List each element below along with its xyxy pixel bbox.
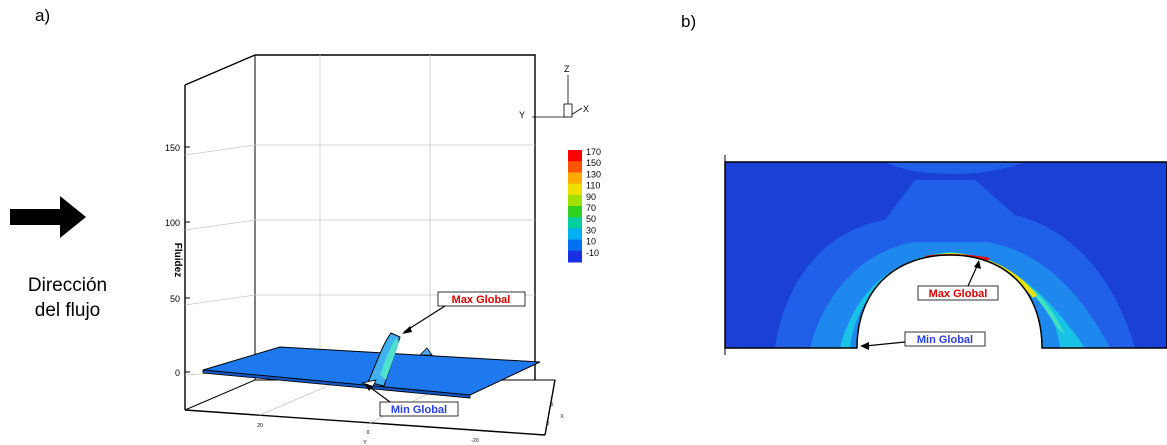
colorbar-tick-label: -10 bbox=[586, 248, 599, 258]
flat-plate-edge bbox=[202, 369, 471, 399]
min-global-label-2d: Min Global bbox=[917, 334, 973, 346]
colorbar-tick-label: 130 bbox=[586, 169, 601, 179]
x-axis-label: X bbox=[560, 414, 564, 420]
max-global-label: Max Global bbox=[452, 294, 511, 306]
colorbar-segment bbox=[568, 206, 582, 218]
colorbar-tick-label: 90 bbox=[586, 192, 596, 202]
min-annotation-2d: Min Global bbox=[860, 331, 986, 350]
triad-z-label: Z bbox=[564, 64, 570, 74]
panel-b-letter: b) bbox=[681, 12, 697, 31]
triad-x-label: X bbox=[583, 104, 589, 114]
y-tick-label: 20 bbox=[257, 423, 263, 429]
colorbar-segment bbox=[568, 239, 582, 252]
domain-outline bbox=[724, 161, 1167, 349]
colorbar-tick-label: 10 bbox=[586, 237, 596, 247]
max-annotation-2d: Max Global bbox=[917, 260, 999, 301]
colorbar-segment bbox=[568, 228, 582, 241]
flow-arrow-icon bbox=[10, 196, 86, 238]
max-annotation-3d: Max Global bbox=[402, 291, 526, 334]
max-global-label-2d: Max Global bbox=[929, 288, 988, 300]
x-tick-label: 0 bbox=[547, 421, 550, 427]
x-tick-label: 5 bbox=[551, 402, 554, 408]
flow-direction-label: Dirección del flujo bbox=[0, 273, 135, 323]
colorbar-tick-label: 110 bbox=[586, 181, 600, 191]
colorbar-tick-label: 30 bbox=[586, 225, 596, 235]
min-global-label: Min Global bbox=[391, 404, 447, 416]
colorbar-segment bbox=[568, 194, 582, 207]
y-axis: 20 0 -20 Y bbox=[257, 423, 479, 445]
z-tick-label: 50 bbox=[170, 294, 180, 304]
z-axis: 0 50 100 150 bbox=[165, 143, 190, 378]
surface-plot-3d: 0 50 100 150 Fluidez 20 0 -20 Y 0 5 X Z … bbox=[165, 54, 601, 445]
panel-a-letter: a) bbox=[35, 6, 51, 25]
triad-y-label: Y bbox=[519, 110, 525, 120]
colorbar-segment bbox=[568, 250, 582, 263]
colorbar-segment bbox=[568, 217, 582, 229]
colorbar-segment bbox=[568, 150, 582, 162]
min-annotation-3d: Min Global bbox=[364, 383, 459, 417]
y-tick-label: 0 bbox=[367, 430, 370, 436]
flow-direction-line2: del flujo bbox=[34, 300, 101, 321]
z-tick-label: 150 bbox=[165, 143, 180, 153]
z-tick-label: 100 bbox=[165, 218, 180, 228]
colorbar-tick-label: 70 bbox=[586, 203, 596, 213]
contour-plot-2d: Max Global Min Global bbox=[724, 155, 1167, 355]
flow-direction-line1: Dirección bbox=[27, 275, 108, 296]
y-axis-label: Y bbox=[363, 440, 367, 445]
contour-level-2-top bbox=[885, 162, 1025, 174]
z-tick-label: 0 bbox=[175, 368, 180, 378]
colorbar-segment bbox=[568, 161, 582, 173]
colorbar-segment bbox=[568, 172, 582, 185]
z-axis-label: Fluidez bbox=[172, 243, 183, 277]
x-axis: 0 5 X bbox=[547, 402, 565, 427]
obstacle-highlight bbox=[380, 338, 399, 380]
surface-bump bbox=[419, 347, 433, 356]
colorbar-tick-label: 50 bbox=[586, 214, 596, 224]
colorbar-tick-label: 170 bbox=[586, 147, 601, 157]
contour-level-4 bbox=[840, 252, 1085, 348]
colorbar-tick-label: 150 bbox=[586, 158, 601, 168]
colorbar-segment bbox=[568, 183, 582, 196]
orientation-triad bbox=[532, 75, 583, 118]
y-tick-label: -20 bbox=[471, 438, 478, 444]
